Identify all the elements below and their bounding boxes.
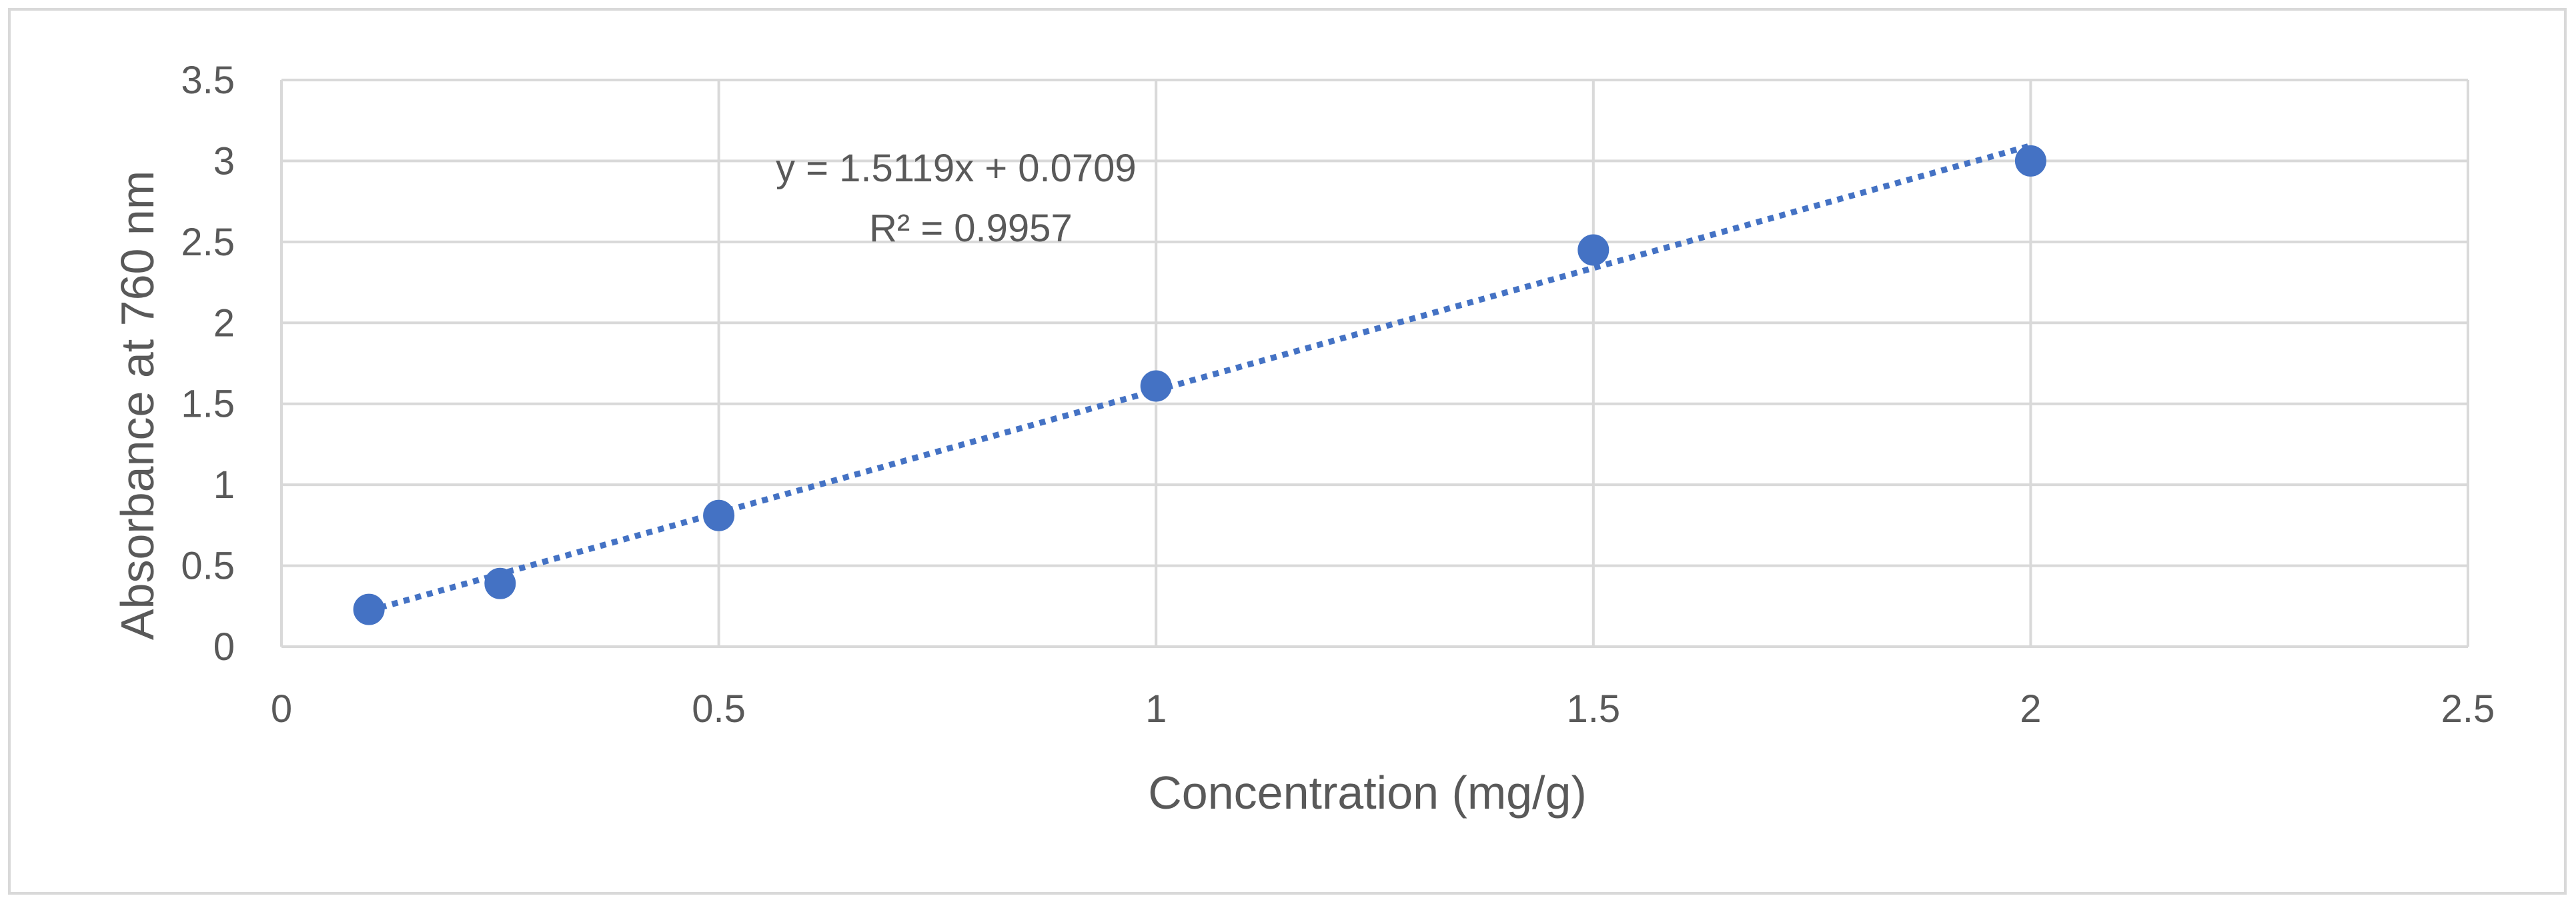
y-tick-label: 0.5 xyxy=(181,545,235,588)
x-tick-label: 1.5 xyxy=(1566,687,1620,731)
y-tick-label: 0 xyxy=(213,625,235,669)
y-tick-label: 3.5 xyxy=(181,59,235,102)
trendline xyxy=(368,143,2032,614)
x-tick-label: 1 xyxy=(1145,687,1167,731)
data-point xyxy=(1140,370,1172,402)
data-point xyxy=(353,593,385,625)
trendline-r-squared: R² = 0.9957 xyxy=(869,207,1073,250)
y-tick-label: 2.5 xyxy=(181,221,235,264)
chart-frame xyxy=(8,8,2567,895)
grid xyxy=(280,79,2469,648)
x-tick-label: 0.5 xyxy=(692,687,746,731)
x-tick-label: 0 xyxy=(271,687,292,731)
data-point xyxy=(1577,234,1609,266)
data-point xyxy=(484,567,516,599)
y-tick-label: 3 xyxy=(213,139,235,183)
x-tick-label: 2.5 xyxy=(2441,687,2495,731)
y-axis-ticks: 0 0.5 1 1.5 2 2.5 3 3.5 xyxy=(181,59,235,669)
trendline-path xyxy=(368,143,2032,614)
y-tick-label: 2 xyxy=(213,301,235,345)
trendline-equation: y = 1.5119x + 0.0709 xyxy=(776,147,1137,190)
x-axis-title: Concentration (mg/g) xyxy=(1148,767,1587,819)
x-axis-ticks: 0 0.5 1 1.5 2 2.5 xyxy=(271,687,2495,731)
data-points xyxy=(353,145,2046,625)
y-tick-label: 1.5 xyxy=(181,383,235,426)
x-tick-label: 2 xyxy=(2020,687,2041,731)
y-axis-title: Absorbance at 760 nm xyxy=(111,171,163,640)
y-tick-label: 1 xyxy=(213,463,235,507)
data-point xyxy=(2014,145,2046,177)
data-point xyxy=(703,499,735,531)
